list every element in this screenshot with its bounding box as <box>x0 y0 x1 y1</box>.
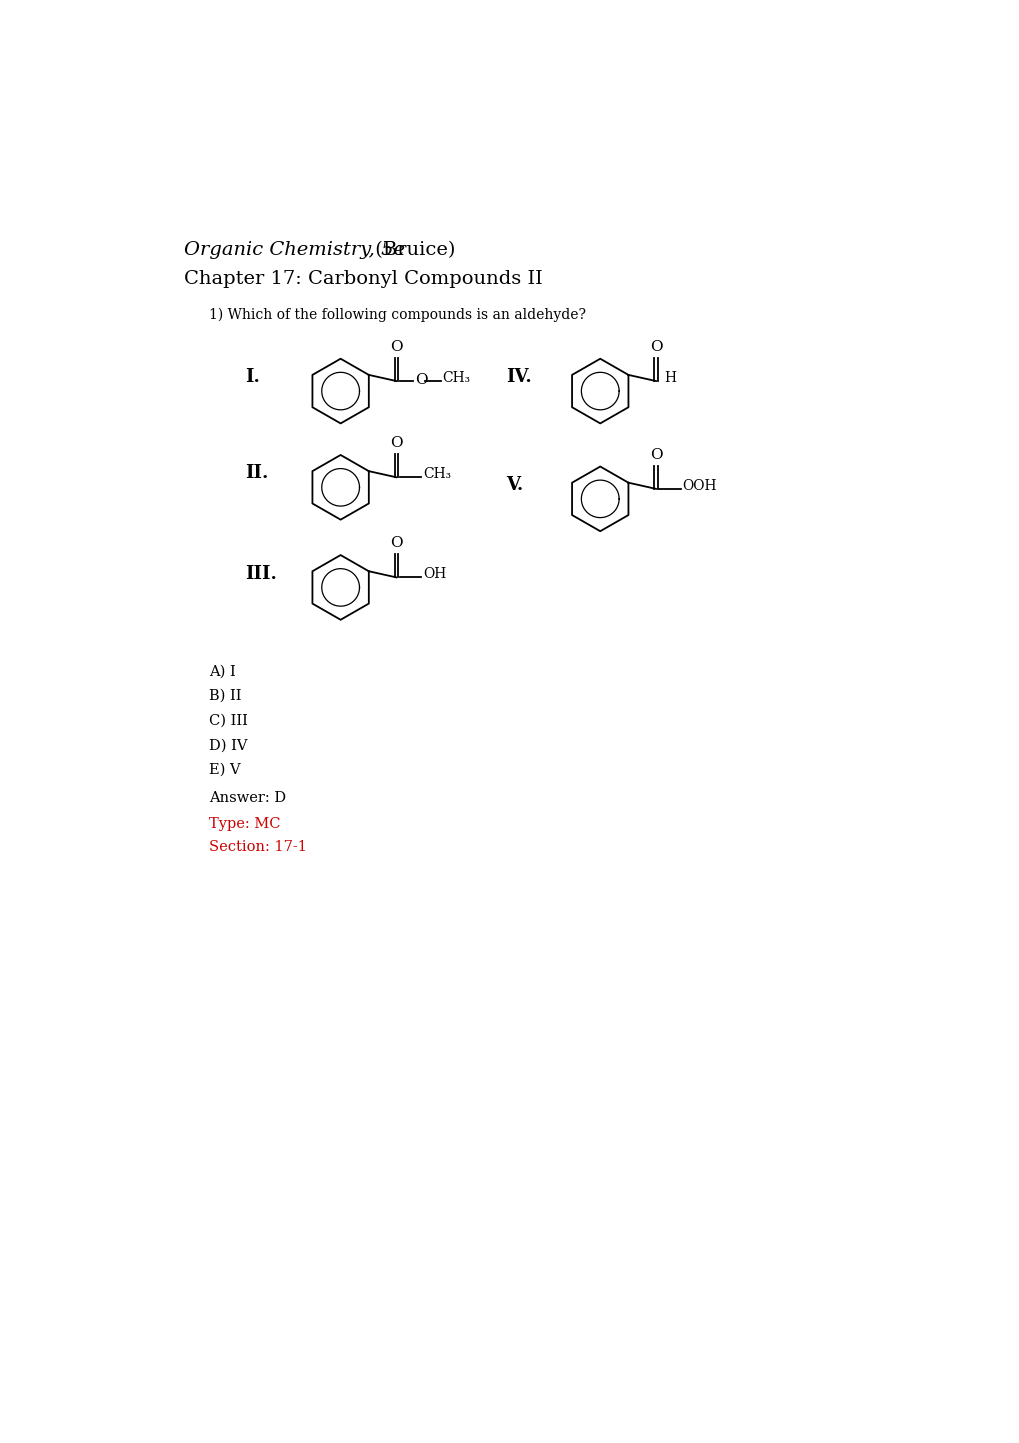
Text: O: O <box>389 436 403 450</box>
Text: O: O <box>389 537 403 550</box>
Text: O: O <box>389 339 403 354</box>
Text: H: H <box>663 371 676 385</box>
Text: OH: OH <box>422 567 445 582</box>
Text: CH₃: CH₃ <box>422 468 450 481</box>
Text: O: O <box>649 339 661 354</box>
Text: Answer: D: Answer: D <box>209 791 285 805</box>
Text: O: O <box>649 447 661 462</box>
Text: 1) Which of the following compounds is an aldehyde?: 1) Which of the following compounds is a… <box>209 307 585 322</box>
Text: E) V: E) V <box>209 763 240 776</box>
Text: IV.: IV. <box>505 368 531 387</box>
Text: D) IV: D) IV <box>209 739 248 752</box>
Text: C) III: C) III <box>209 714 248 727</box>
Text: B) II: B) II <box>209 690 242 703</box>
Text: I.: I. <box>245 368 260 387</box>
Text: Organic Chemistry, 5e: Organic Chemistry, 5e <box>183 241 405 258</box>
Text: V.: V. <box>505 476 523 494</box>
Text: O: O <box>415 372 427 387</box>
Text: Chapter 17: Carbonyl Compounds II: Chapter 17: Carbonyl Compounds II <box>183 270 542 289</box>
Text: CH₃: CH₃ <box>441 371 470 385</box>
Text: III.: III. <box>245 564 277 583</box>
Text: A) I: A) I <box>209 664 235 678</box>
Text: Type: MC: Type: MC <box>209 817 280 831</box>
Text: II.: II. <box>245 465 268 482</box>
Text: OOH: OOH <box>682 479 716 492</box>
Text: (Bruice): (Bruice) <box>368 241 454 258</box>
Text: Section: 17-1: Section: 17-1 <box>209 840 307 854</box>
